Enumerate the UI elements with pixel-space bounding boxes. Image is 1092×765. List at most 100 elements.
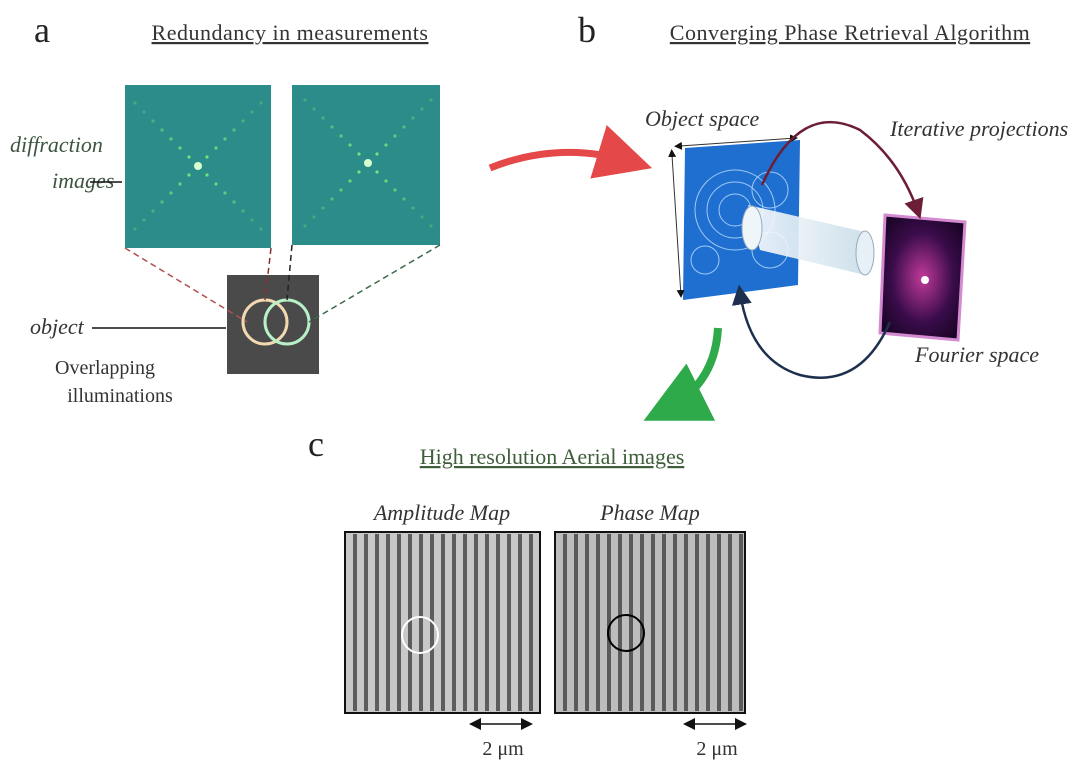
stripe [629, 534, 633, 711]
label: Overlapping [55, 357, 155, 379]
dot [312, 215, 315, 218]
stripe [419, 534, 423, 711]
label: images [52, 168, 114, 193]
stripe [375, 534, 379, 711]
stripe [353, 534, 357, 711]
dot [348, 179, 351, 182]
dot [393, 134, 396, 137]
dot [330, 197, 333, 200]
dot [375, 152, 378, 155]
dot [375, 170, 378, 173]
label: Object space [645, 106, 759, 131]
label: Fourier space [914, 342, 1039, 367]
dot [303, 98, 306, 101]
panel-letter: b [578, 10, 596, 50]
stripe [386, 534, 390, 711]
scale-label: 2 μm [482, 738, 524, 760]
stripe [706, 534, 710, 711]
dot [214, 182, 217, 185]
dot [420, 107, 423, 110]
stripe [485, 534, 489, 711]
dot [142, 218, 145, 221]
object-image [227, 275, 319, 374]
stripe [618, 534, 622, 711]
stripe [452, 534, 456, 711]
label: diffraction [10, 132, 103, 157]
dot [169, 191, 172, 194]
dot [194, 162, 202, 170]
dot [241, 119, 244, 122]
dot [133, 227, 136, 230]
dot [151, 209, 154, 212]
dot [339, 134, 342, 137]
dot [339, 188, 342, 191]
beam-end [742, 206, 762, 250]
dot [411, 116, 414, 119]
stripe [651, 534, 655, 711]
dot [178, 182, 181, 185]
stripe [364, 534, 368, 711]
panel-title: Converging Phase Retrieval Algorithm [670, 20, 1030, 45]
dot [169, 137, 172, 140]
dot [321, 116, 324, 119]
dot [205, 155, 208, 158]
dot [151, 119, 154, 122]
stripe [596, 534, 600, 711]
stripe [673, 534, 677, 711]
dot [330, 125, 333, 128]
stripe [529, 534, 533, 711]
stripe [463, 534, 467, 711]
stripe [574, 534, 578, 711]
dot [259, 227, 262, 230]
dot [357, 170, 360, 173]
dot [223, 137, 226, 140]
dot [142, 110, 145, 113]
figure: a Redundancy in measurements diffraction… [0, 0, 1092, 765]
arrow [665, 328, 718, 410]
stripe [408, 534, 412, 711]
fourier-peak [921, 276, 929, 284]
dot [223, 191, 226, 194]
dot [384, 143, 387, 146]
dot [393, 188, 396, 191]
dot [160, 200, 163, 203]
dot [259, 101, 262, 104]
dot [214, 146, 217, 149]
stripes [353, 534, 743, 711]
stripe [474, 534, 478, 711]
scale-label: 2 μm [696, 738, 738, 760]
stripe [585, 534, 589, 711]
map-title: Phase Map [599, 500, 700, 525]
stripe [563, 534, 567, 711]
dot [312, 107, 315, 110]
dot [429, 98, 432, 101]
stripe [518, 534, 522, 711]
dot [232, 200, 235, 203]
dot [321, 206, 324, 209]
stripe [441, 534, 445, 711]
stripe [728, 534, 732, 711]
label: Iterative projections [889, 116, 1068, 141]
dot [357, 152, 360, 155]
beam-end [856, 231, 874, 275]
dot [250, 110, 253, 113]
dot [187, 173, 190, 176]
arrow [740, 292, 890, 378]
dot [241, 209, 244, 212]
stripe [684, 534, 688, 711]
map-title: Amplitude Map [372, 500, 510, 525]
stripe [739, 534, 743, 711]
dot [303, 224, 306, 227]
dot [402, 125, 405, 128]
dot [364, 159, 372, 167]
stripe [496, 534, 500, 711]
dot [178, 146, 181, 149]
panel-letter: c [308, 424, 324, 464]
dot [160, 128, 163, 131]
dot [429, 224, 432, 227]
dot [411, 206, 414, 209]
panel-title: High resolution Aerial images [420, 444, 685, 469]
dot [402, 197, 405, 200]
stripe [695, 534, 699, 711]
panel-title: Redundancy in measurements [152, 20, 429, 45]
